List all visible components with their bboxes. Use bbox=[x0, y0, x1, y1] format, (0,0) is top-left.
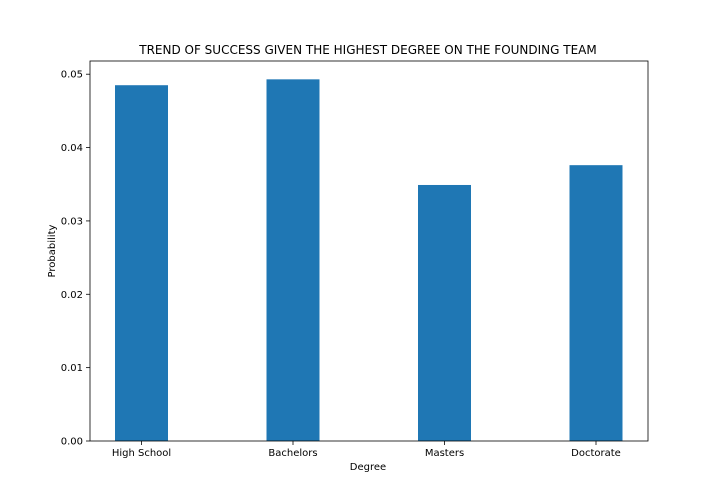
x-tick-label: Bachelors bbox=[268, 448, 317, 459]
y-tick-label: 0.01 bbox=[61, 363, 83, 374]
bar-high-school bbox=[115, 85, 168, 441]
x-axis: High School Bachelors Masters Doctorate bbox=[112, 441, 621, 459]
y-tick-label: 0.03 bbox=[61, 216, 83, 227]
bars-group bbox=[115, 79, 623, 441]
x-tick-label: Doctorate bbox=[571, 448, 621, 459]
y-tick-label: 0.00 bbox=[61, 437, 83, 448]
chart-title: TREND OF SUCCESS GIVEN THE HIGHEST DEGRE… bbox=[138, 43, 597, 57]
plot-frame bbox=[89, 60, 649, 442]
y-tick-label: 0.04 bbox=[61, 143, 83, 154]
x-tick-label: Masters bbox=[425, 448, 464, 459]
bar-bachelors bbox=[266, 79, 320, 441]
y-tick-label: 0.05 bbox=[61, 70, 83, 81]
y-axis-label: Probability bbox=[47, 224, 58, 277]
y-axis: 0.00 0.01 0.02 0.03 0.04 0.05 bbox=[61, 70, 90, 448]
x-tick-label: High School bbox=[112, 448, 171, 459]
x-axis-label: Degree bbox=[350, 462, 386, 473]
bar-doctorate bbox=[569, 165, 623, 441]
y-tick-label: 0.02 bbox=[61, 290, 83, 301]
bar-masters bbox=[418, 184, 471, 441]
